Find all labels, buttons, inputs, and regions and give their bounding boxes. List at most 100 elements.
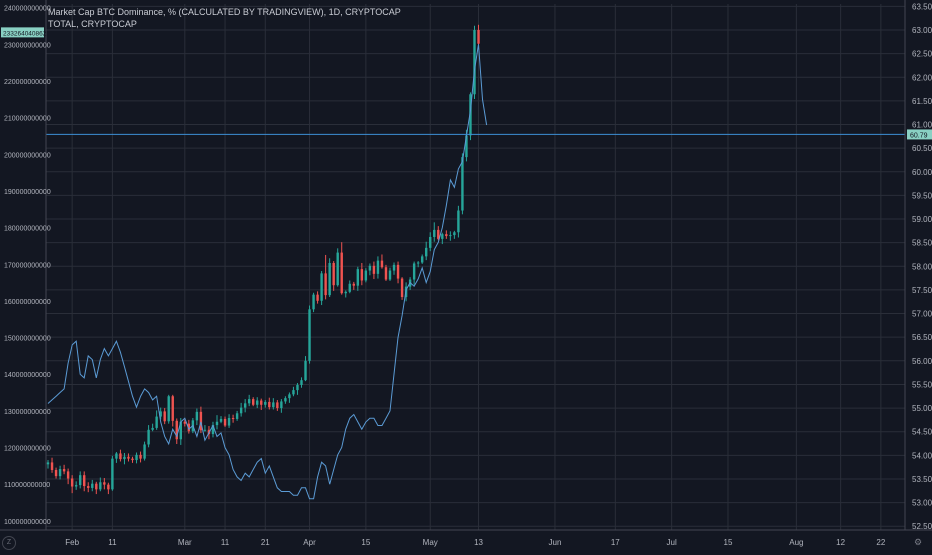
candle-body [103, 482, 106, 485]
current-value-badge-label: 60.79 [910, 132, 928, 139]
candle-body [441, 234, 444, 239]
candle-body [429, 236, 432, 248]
candle-body [477, 29, 480, 44]
candle-body [304, 360, 307, 381]
candle-body [384, 267, 388, 280]
x-axis-tick-label: 21 [261, 538, 270, 547]
x-axis-tick-label: 15 [724, 538, 733, 547]
candle-body [219, 418, 223, 422]
candle-body [203, 429, 207, 431]
candle-body [115, 453, 118, 459]
left-axis-tick-label: 240000000000 [4, 6, 51, 13]
x-axis-tick-label: 15 [361, 538, 370, 547]
candle-body [425, 247, 428, 257]
right-axis-tick-label: 63.50 [912, 2, 932, 11]
candle-body [159, 411, 162, 417]
candle-body [195, 411, 199, 421]
candle-body [328, 262, 331, 296]
candle-body [420, 256, 424, 263]
candle-body [78, 475, 82, 486]
candle-body [123, 456, 126, 460]
right-axis-tick-label: 52.50 [912, 522, 932, 531]
candle-body [296, 384, 299, 391]
candle-body [376, 260, 380, 274]
candle-body [66, 471, 70, 479]
candle-body [91, 483, 94, 488]
x-axis-tick-label: Feb [65, 538, 79, 547]
candle-body [62, 469, 66, 472]
candle-body [99, 482, 102, 490]
candle-body [469, 94, 472, 136]
candle-body [163, 411, 166, 422]
right-axis-tick-label: 53.50 [912, 475, 932, 484]
left-axis-tick-label: 220000000000 [4, 79, 51, 86]
right-axis-tick-label: 54.50 [912, 428, 932, 437]
right-axis-tick-label: 55.00 [912, 404, 932, 413]
candle-body [243, 403, 247, 408]
legend-series-dominance[interactable]: Market Cap BTC Dominance, % (CALCULATED … [48, 7, 401, 17]
x-axis-tick-label: Apr [303, 538, 316, 547]
candle-body [308, 309, 311, 361]
candle-body [107, 484, 110, 490]
candle-body [344, 291, 347, 294]
left-axis-tick-label: 100000000000 [4, 519, 51, 526]
candle-body [412, 263, 416, 280]
left-axis-tick-label: 230000000000 [4, 42, 51, 49]
x-axis-tick-label: 11 [108, 538, 117, 547]
left-axis-tick-label: 160000000000 [4, 299, 51, 306]
candle-body [256, 400, 259, 405]
current-value-badge [907, 129, 932, 140]
candle-body [352, 283, 355, 286]
candle-body [215, 421, 219, 426]
candle-body [336, 252, 339, 286]
candle-body [260, 400, 263, 405]
candle-body [171, 396, 174, 421]
series-line-total [47, 44, 488, 500]
x-axis-tick-label: Mar [178, 538, 192, 547]
candle-body [50, 462, 54, 470]
candle-body [284, 398, 287, 402]
right-axis-tick-label: 56.00 [912, 357, 932, 366]
candle-body [74, 485, 78, 487]
right-axis-tick-label: 59.50 [912, 191, 932, 200]
candle-body [272, 402, 275, 408]
candle-body [119, 453, 122, 460]
candle-body [83, 475, 86, 487]
candle-body [280, 401, 283, 409]
total-value-badge-label: 233264040862 [3, 30, 47, 37]
legend-series-total[interactable]: TOTAL, CRYPTOCAP [48, 19, 137, 29]
right-axis-tick-label: 63.00 [912, 26, 932, 35]
left-axis-tick-label: 190000000000 [4, 189, 51, 196]
candle-body [356, 269, 360, 286]
candle-body [199, 411, 203, 431]
candle-body [183, 421, 187, 424]
total-value-badge [1, 27, 44, 38]
candle-body [264, 401, 267, 405]
candle-body [388, 270, 392, 280]
candle-body [449, 235, 452, 237]
candle-body [316, 294, 319, 301]
candle-body [46, 462, 50, 465]
tradingview-logo-icon[interactable]: Z [2, 536, 16, 550]
left-axis-tick-label: 210000000000 [4, 116, 51, 123]
settings-gear-icon[interactable]: ⚙ [914, 537, 922, 547]
candle-body [175, 420, 178, 440]
candle-body [187, 423, 191, 432]
candle-body [368, 265, 372, 271]
grid-layer [46, 4, 905, 530]
right-axis-tick-label: 60.50 [912, 144, 932, 153]
candle-body [239, 407, 243, 414]
left-axis-tick-label: 110000000000 [4, 482, 50, 489]
x-axis-tick-label: 11 [221, 538, 230, 547]
candle-body [292, 390, 295, 395]
left-axis-tick-label: 200000000000 [4, 152, 51, 159]
x-axis-tick-label: 17 [611, 538, 620, 547]
candle-body [135, 454, 138, 461]
candle-body [416, 262, 420, 264]
candle-body [396, 264, 400, 279]
candle-body [445, 234, 448, 237]
candle-body [131, 458, 134, 461]
candle-body [324, 273, 327, 296]
